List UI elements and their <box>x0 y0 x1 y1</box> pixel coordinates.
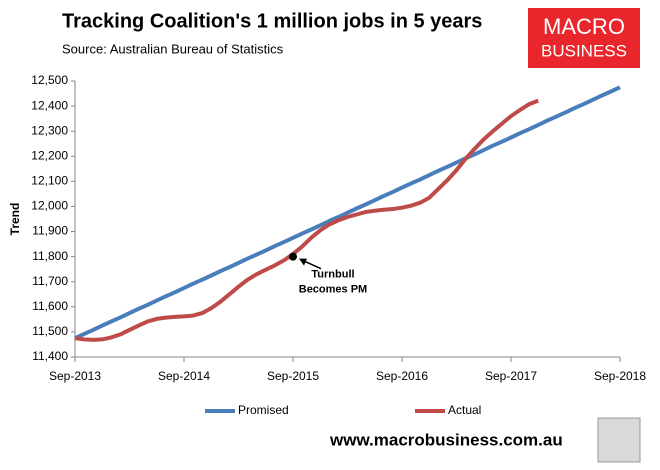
x-tick-label: Sep-2015 <box>267 369 319 383</box>
annotation-text: Turnbull <box>311 269 354 281</box>
footer: www.macrobusiness.com.au <box>329 430 563 449</box>
annotation-text: Becomes PM <box>299 284 367 296</box>
chart-title: Tracking Coalition's 1 million jobs in 5… <box>62 10 482 32</box>
wolf-image <box>597 417 641 463</box>
y-tick-label: 11,900 <box>32 224 68 238</box>
y-tick-label: 12,500 <box>31 73 68 87</box>
y-tick-label: 11,400 <box>32 349 68 363</box>
y-axis-label: Trend <box>8 203 22 236</box>
series-line <box>74 98 540 342</box>
y-tick-label: 12,100 <box>31 174 68 188</box>
y-tick-label: 12,200 <box>31 148 68 162</box>
legend-label: Promised <box>238 403 289 417</box>
series-line <box>74 85 621 341</box>
y-tick-label: 12,000 <box>31 199 68 213</box>
y-tick-label: 11,500 <box>32 324 68 338</box>
x-tick-label: Sep-2018 <box>594 369 646 383</box>
y-tick-label: 11,700 <box>32 274 68 288</box>
annotation-point <box>289 252 297 261</box>
x-tick-label: Sep-2016 <box>376 369 428 383</box>
logo-text: MACRO <box>543 14 625 39</box>
logo-box <box>528 8 640 68</box>
y-tick-label: 12,400 <box>31 98 68 112</box>
y-tick-label: 11,600 <box>32 299 68 313</box>
x-tick-label: Sep-2014 <box>158 369 210 383</box>
annotation-arrowhead <box>299 258 307 266</box>
y-tick-label: 11,800 <box>32 249 68 263</box>
logo-text: BUSINESS <box>541 41 627 60</box>
y-tick-label: 12,300 <box>31 123 68 137</box>
x-tick-label: Sep-2017 <box>485 369 537 383</box>
legend-label: Actual <box>448 403 481 417</box>
chart-subtitle: Source: Australian Bureau of Statistics <box>62 41 284 56</box>
x-tick-label: Sep-2013 <box>49 369 101 383</box>
